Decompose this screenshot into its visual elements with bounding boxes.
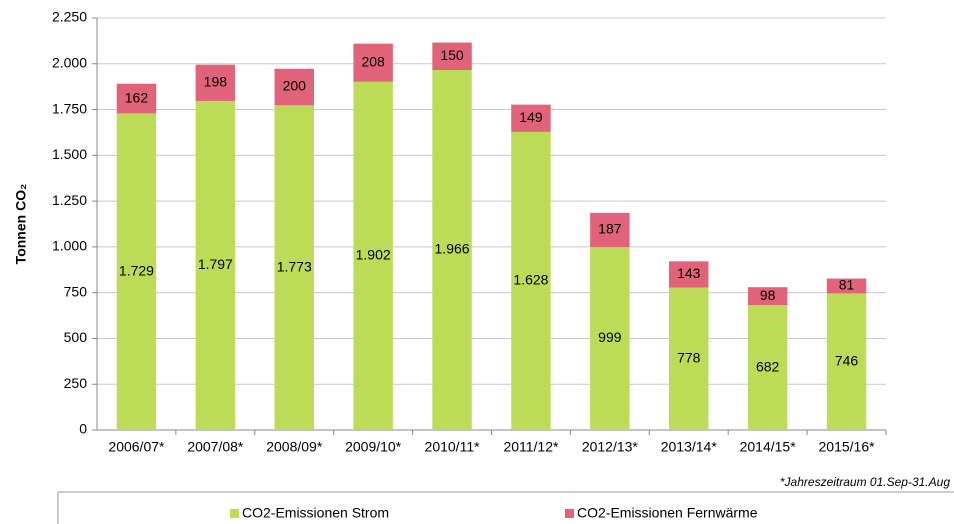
bar-segment [116, 113, 157, 431]
x-tick-label: 2006/07* [108, 439, 165, 455]
bar-segment [353, 43, 393, 82]
y-tick-label: 1.250 [52, 192, 87, 208]
data-label: 1.966 [435, 241, 470, 257]
bar-segment [826, 278, 867, 294]
bar-segment [116, 83, 157, 114]
bar-segment [432, 42, 472, 71]
data-label: 1.729 [119, 262, 154, 278]
y-tick-label: 1.000 [52, 238, 87, 254]
y-tick-label: 0 [79, 421, 87, 437]
bar-segment [195, 64, 236, 101]
data-label: 682 [756, 358, 780, 374]
legend-swatch [565, 509, 574, 518]
footnote: *Jahreszeitraum 01.Sep-31.Aug [780, 475, 950, 489]
bar-segment [669, 287, 709, 430]
legend-label: CO2-Emissionen Fernwärme [577, 505, 758, 521]
bar-segment [747, 305, 788, 430]
bar-segment [274, 68, 314, 106]
bar-segment [274, 105, 314, 431]
data-label: 98 [760, 287, 776, 303]
x-tick-label: 2015/16* [819, 439, 876, 455]
data-label: 1.773 [277, 258, 312, 274]
data-label: 143 [677, 265, 701, 281]
bar-segment [195, 100, 236, 430]
legend-label: CO2-Emissionen Strom [242, 505, 389, 521]
data-label: 999 [598, 329, 622, 345]
x-tick-label: 2014/15* [740, 439, 797, 455]
y-tick-label: 500 [64, 329, 88, 345]
x-tick-label: 2008/09* [266, 439, 323, 455]
y-tick-label: 1.750 [52, 100, 87, 116]
y-tick-label: 2.250 [52, 9, 87, 25]
data-label: 746 [835, 352, 859, 368]
bar-segment [432, 70, 472, 431]
data-label: 162 [125, 89, 149, 105]
y-tick-label: 1.500 [52, 146, 87, 162]
bar-segment [590, 212, 630, 248]
x-tick-label: 2010/11* [425, 439, 481, 455]
data-label: 200 [283, 78, 307, 94]
y-tick-label: 750 [64, 283, 88, 299]
bar-segment [826, 293, 867, 430]
data-label: 778 [677, 349, 701, 365]
y-tick-label: 2.000 [52, 54, 87, 70]
bar-segment [747, 287, 788, 306]
x-tick-label: 2012/13* [582, 439, 639, 455]
data-label: 1.902 [356, 247, 391, 263]
bar-segment [511, 104, 551, 132]
data-label: 81 [839, 277, 855, 293]
bar-segment [590, 247, 630, 430]
legend-swatch [230, 509, 239, 518]
x-tick-label: 2007/08* [187, 439, 244, 455]
data-label: 198 [204, 74, 228, 90]
data-label: 150 [440, 47, 464, 63]
data-label: 1.797 [198, 256, 233, 272]
y-axis-label: Tonnen CO₂ [13, 184, 29, 265]
x-tick-label: 2011/12* [503, 439, 559, 455]
bar-segment [353, 81, 393, 431]
data-label: 208 [361, 53, 385, 69]
bar-segment [669, 261, 709, 288]
y-tick-label: 250 [64, 375, 88, 391]
data-label: 1.628 [513, 272, 548, 288]
bar-segment [511, 131, 551, 430]
x-tick-label: 2013/14* [661, 439, 718, 455]
data-label: 149 [519, 109, 543, 125]
x-tick-label: 2009/10* [345, 439, 402, 455]
data-label: 187 [598, 221, 622, 237]
